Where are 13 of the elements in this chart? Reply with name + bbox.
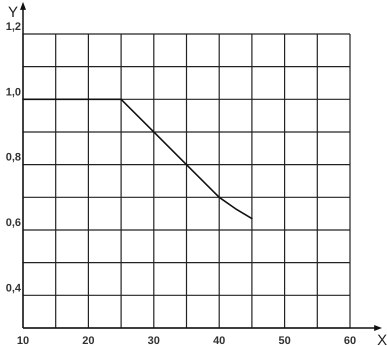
- x-tick-label: 40: [213, 335, 226, 346]
- y-tick-label: 0,8: [6, 152, 21, 164]
- y-tick-label: 0,4: [6, 282, 22, 294]
- x-tick-label: 20: [82, 335, 95, 346]
- y-axis-title: Y: [8, 4, 18, 21]
- y-tick-label: 1,0: [6, 86, 21, 98]
- x-axis-title: X: [377, 332, 387, 346]
- y-tick-label: 1,2: [6, 20, 21, 33]
- x-tick-label: 10: [16, 335, 30, 346]
- x-tick-label: 30: [148, 335, 160, 346]
- x-tick-label: 50: [278, 335, 291, 346]
- x-tick-label: 60: [344, 335, 356, 346]
- y-tick-label: 0,6: [6, 216, 21, 229]
